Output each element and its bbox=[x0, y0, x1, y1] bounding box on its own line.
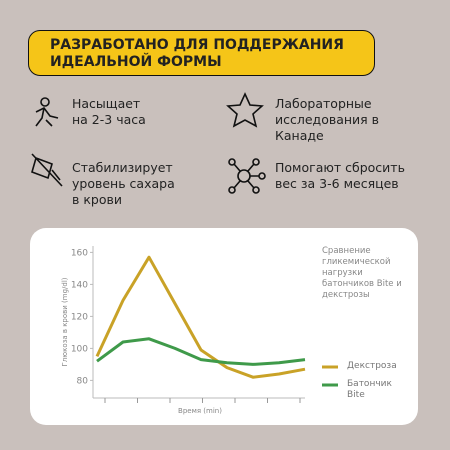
series-line bbox=[96, 337, 306, 366]
series-line bbox=[95, 255, 306, 379]
y-tick-label: 100 bbox=[71, 344, 88, 354]
banner-line: РАЗРАБОТАНО ДЛЯ ПОДДЕРЖАНИЯ bbox=[50, 37, 344, 53]
icon-molecule bbox=[228, 158, 266, 194]
banner-line: ИДЕАЛЬНОЙ ФОРМЫ bbox=[50, 54, 222, 70]
feature-text: Лабораторные bbox=[275, 96, 372, 111]
y-tick-label: 140 bbox=[71, 280, 88, 290]
x-axis-label: Время (min) bbox=[178, 407, 222, 415]
icon-nosugar bbox=[31, 153, 63, 187]
legend-label: Декстроза bbox=[347, 361, 397, 371]
y-tick-label: 80 bbox=[77, 376, 89, 386]
feature-text: Насыщает bbox=[72, 96, 141, 111]
chart-card bbox=[30, 228, 418, 425]
feature-text: уровень сахара bbox=[72, 176, 175, 191]
feature-text: Стабилизирует bbox=[72, 160, 173, 175]
icons bbox=[31, 92, 266, 194]
icon-star bbox=[226, 92, 264, 128]
chart-subtitle: Сравнение гликемической нагрузки батончи… bbox=[322, 246, 402, 300]
feature-text: на 2-3 часа bbox=[72, 112, 146, 127]
legend-label: Батончик Bite bbox=[347, 379, 392, 400]
feature-text: Помогают сбросить bbox=[275, 160, 405, 175]
y-axis-label: Глюкоза в крови (mg/dl) bbox=[61, 277, 69, 366]
feature-text: Канаде bbox=[275, 128, 324, 143]
feature-text: в крови bbox=[72, 192, 122, 207]
icon-run bbox=[35, 97, 59, 127]
feature-text: исследования в bbox=[275, 112, 380, 127]
y-tick-label: 120 bbox=[71, 312, 88, 322]
banner bbox=[28, 30, 375, 76]
feature-text: вес за 3-6 месяцев bbox=[275, 176, 399, 191]
y-tick-label: 160 bbox=[71, 248, 88, 258]
